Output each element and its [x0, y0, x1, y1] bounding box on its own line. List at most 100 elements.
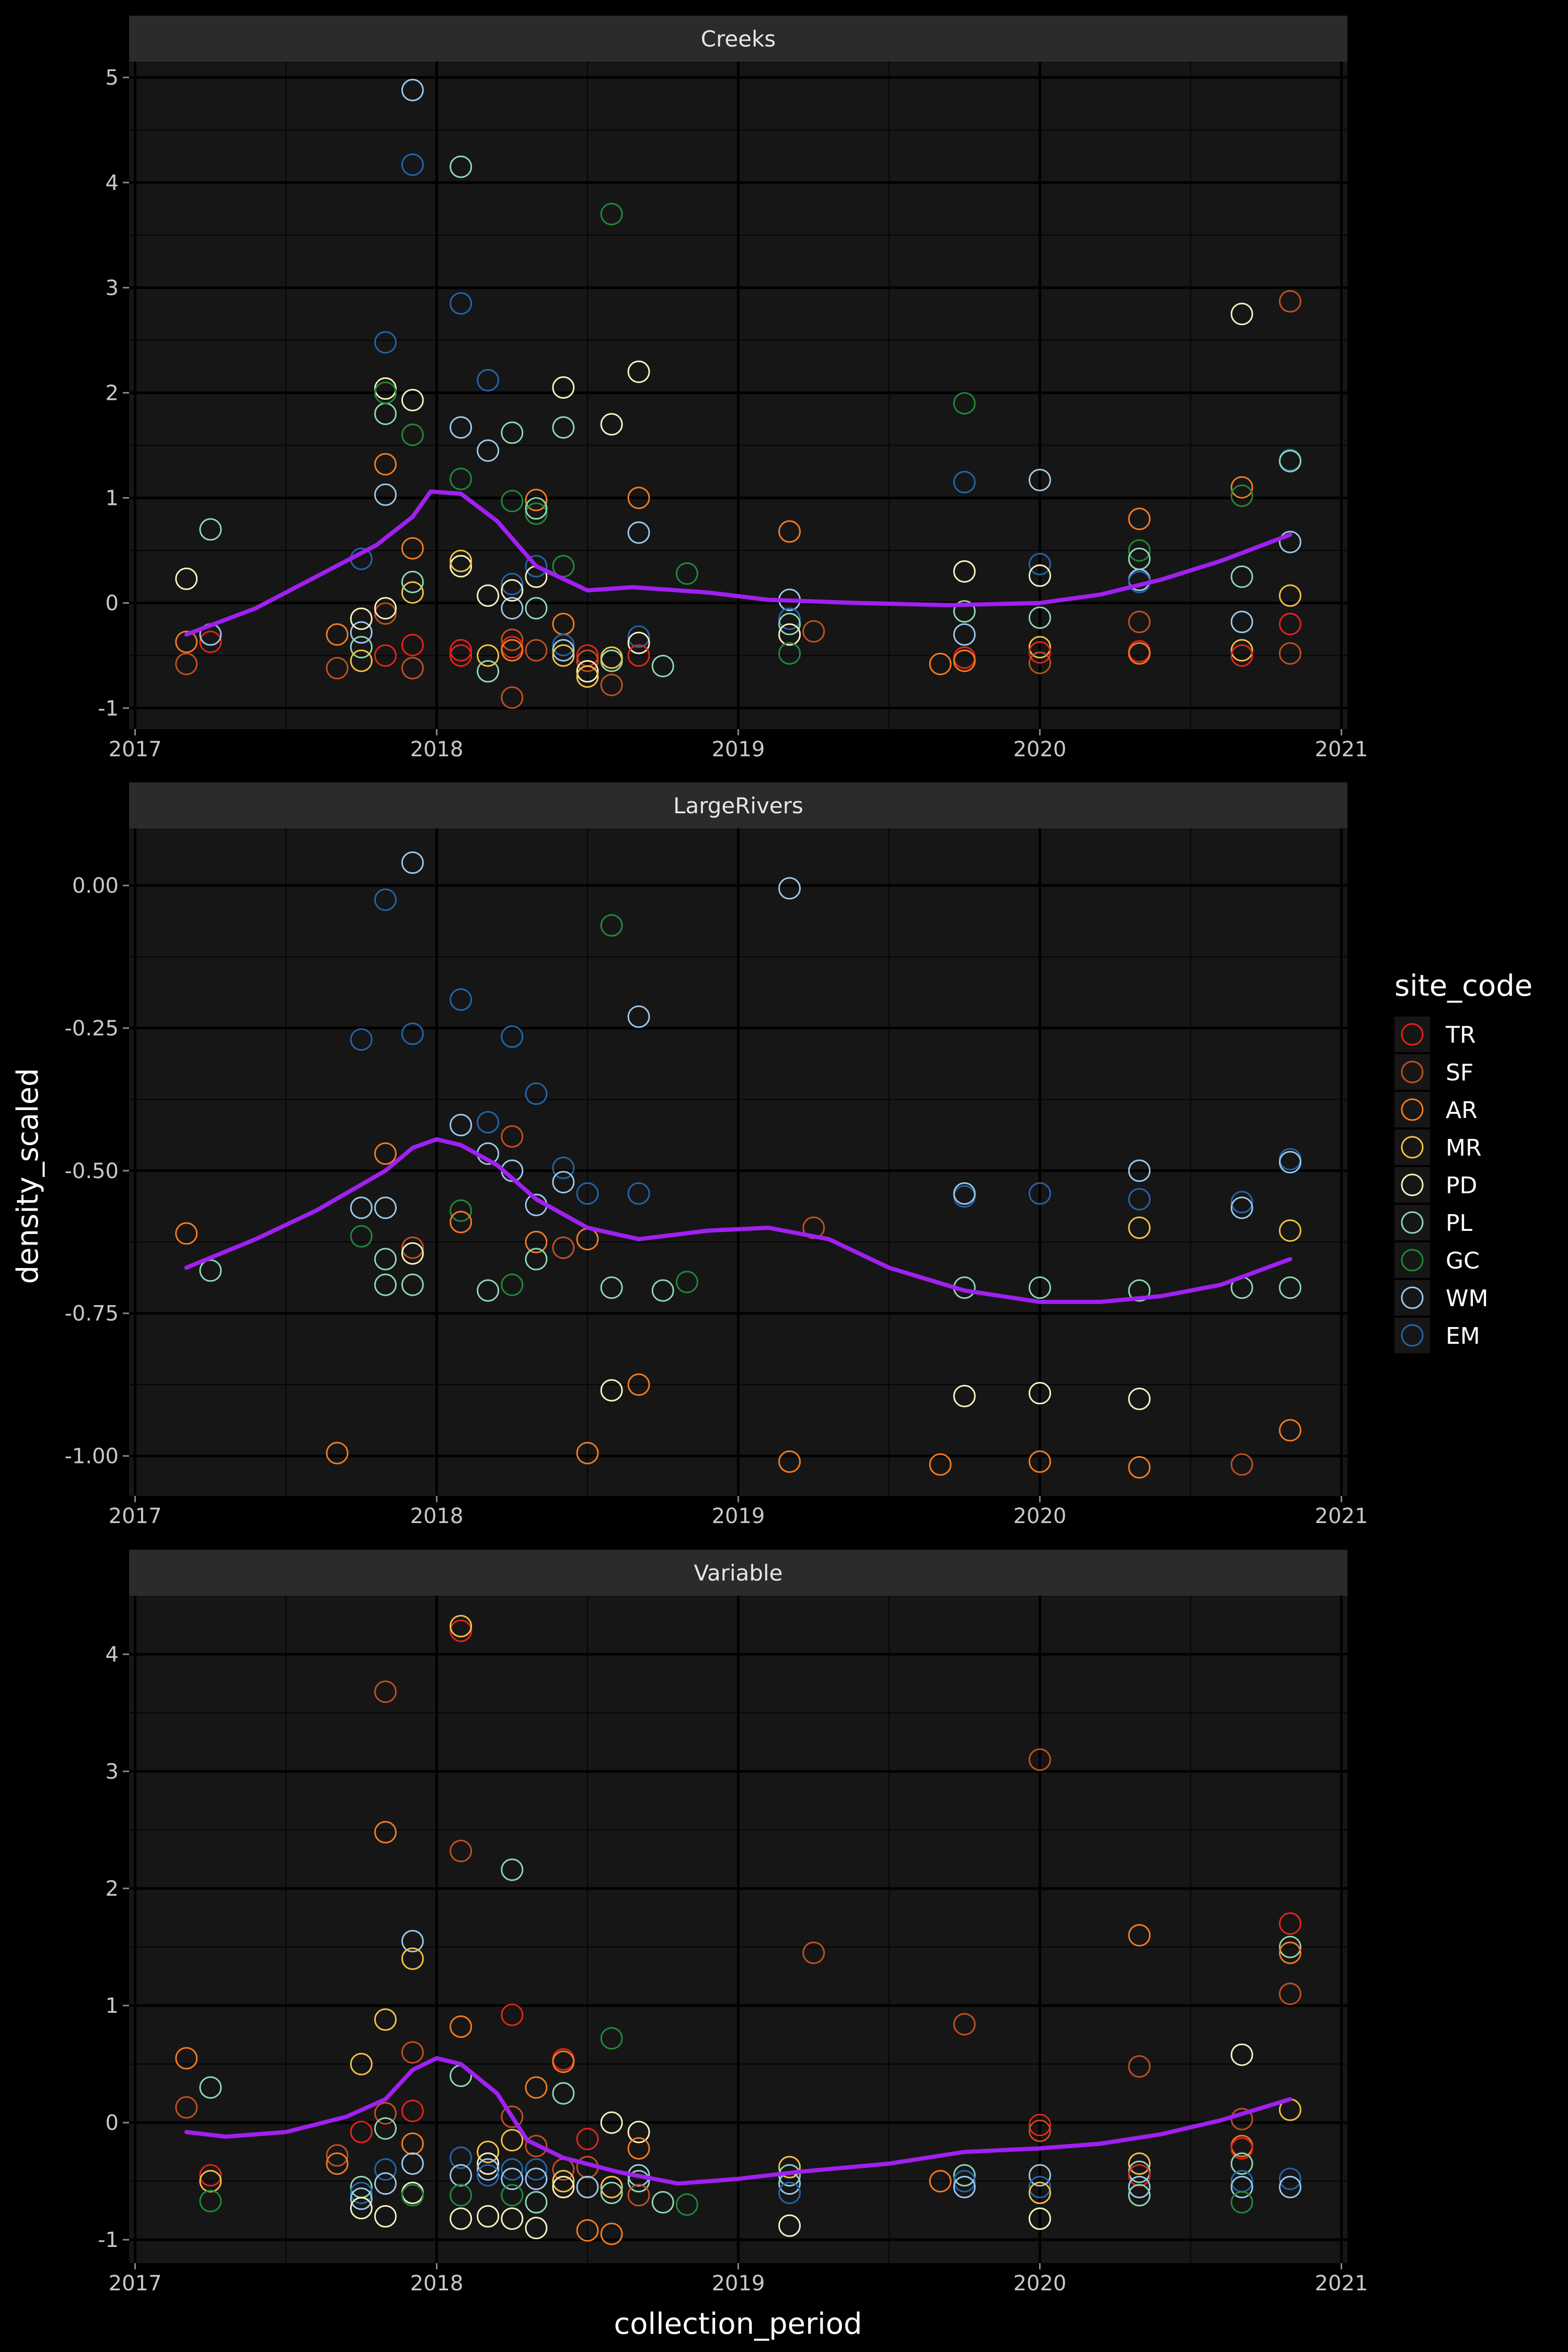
- data-point-sf: [401, 2041, 424, 2064]
- legend-key-background: [1394, 1280, 1430, 1316]
- data-point-pd: [1028, 1382, 1051, 1405]
- data-point-ar: [401, 537, 424, 560]
- data-point-ar: [627, 2137, 650, 2160]
- data-point-ar: [374, 1821, 397, 1844]
- data-point-em: [501, 1025, 524, 1048]
- data-point-tr: [401, 633, 424, 656]
- data-point-pd: [576, 660, 599, 683]
- facet-strip-label: LargeRivers: [673, 793, 803, 818]
- data-point-mr: [374, 2008, 397, 2031]
- data-point-tr: [501, 2003, 524, 2026]
- data-point-ar: [326, 2152, 349, 2175]
- data-point-pl: [651, 1279, 674, 1302]
- data-point-tr: [1028, 2114, 1051, 2137]
- legend-label: TR: [1445, 1022, 1475, 1048]
- x-tick-label: 2019: [712, 1504, 765, 1528]
- y-tick-label: -1: [98, 2228, 119, 2252]
- data-point-pd: [350, 607, 373, 630]
- data-point-mr: [576, 665, 599, 688]
- data-point-wm: [477, 2158, 500, 2181]
- y-tick-label: 1: [106, 1994, 119, 2018]
- data-point-ar: [1278, 1419, 1301, 1442]
- legend-label: AR: [1446, 1097, 1478, 1124]
- data-point-pd: [1230, 303, 1253, 326]
- data-point-ar: [525, 1230, 548, 1253]
- data-points: [175, 851, 1301, 1479]
- data-point-pd: [175, 567, 198, 590]
- data-point-ar: [1128, 642, 1151, 665]
- data-point-sf: [802, 620, 825, 643]
- data-point-gc: [675, 1271, 698, 1294]
- data-point-ar: [627, 487, 650, 510]
- data-point-mr: [1230, 639, 1253, 662]
- y-tick-label: 5: [106, 66, 119, 90]
- data-point-ar: [326, 1442, 349, 1465]
- data-point-gc: [525, 502, 548, 525]
- data-point-pl: [627, 2170, 650, 2193]
- data-point-pl: [1278, 1935, 1301, 1958]
- data-point-pd: [600, 413, 623, 436]
- data-point-pl: [525, 597, 548, 620]
- data-point-gc: [1230, 485, 1253, 508]
- data-point-ar: [552, 2050, 575, 2073]
- data-point-pd: [778, 2214, 801, 2237]
- facet-strip: [129, 1550, 1347, 1596]
- data-point-pl: [1278, 449, 1301, 472]
- legend-key-background: [1394, 1017, 1430, 1052]
- data-point-gc: [1128, 539, 1151, 562]
- data-point-pl: [401, 1273, 424, 1296]
- data-point-wm: [552, 1171, 575, 1194]
- data-point-ar: [627, 1373, 650, 1396]
- data-point-ar: [1128, 1924, 1151, 1947]
- legend-item-wm: WM: [1394, 1280, 1488, 1316]
- data-point-em: [552, 633, 575, 656]
- data-point-mr: [449, 549, 472, 572]
- data-point-pl: [401, 570, 424, 593]
- data-point-em: [374, 888, 397, 911]
- data-point-pl: [1230, 565, 1253, 588]
- data-point-tr: [449, 1619, 472, 1642]
- y-tick-label: 1: [106, 487, 119, 511]
- data-point-pl: [1230, 2152, 1253, 2175]
- y-tick-label: -0.25: [65, 1017, 119, 1041]
- data-point-pd: [627, 360, 650, 383]
- data-point-tr: [576, 2128, 599, 2151]
- data-point-sf: [175, 652, 198, 675]
- data-point-wm: [374, 1196, 397, 1219]
- data-point-gc: [501, 2184, 524, 2207]
- data-point-gc: [600, 203, 623, 226]
- data-point-sf: [1278, 642, 1301, 665]
- data-point-em: [449, 2146, 472, 2169]
- data-point-wm: [552, 639, 575, 662]
- data-point-sf: [576, 649, 599, 672]
- legend-item-tr: TR: [1394, 1017, 1475, 1052]
- legend-label: EM: [1446, 1323, 1480, 1350]
- data-point-mr: [350, 2053, 373, 2076]
- x-tick-label: 2017: [109, 737, 162, 762]
- legend-label: SF: [1446, 1059, 1473, 1086]
- data-point-mr: [401, 581, 424, 604]
- trend-line: [184, 2056, 1293, 2186]
- data-point-sf: [525, 639, 548, 662]
- y-tick-label: -1: [98, 697, 119, 721]
- data-point-wm: [401, 1930, 424, 1953]
- data-point-sf: [953, 2013, 976, 2036]
- data-point-sf: [627, 2184, 650, 2207]
- data-point-mr: [449, 1615, 472, 1638]
- data-point-ar: [1128, 508, 1151, 531]
- data-point-ar: [1230, 476, 1253, 499]
- data-point-pd: [1230, 2043, 1253, 2066]
- data-point-em: [477, 2164, 500, 2187]
- data-point-mr: [600, 646, 623, 669]
- data-point-pd: [627, 631, 650, 654]
- data-point-ar: [1128, 1456, 1151, 1479]
- legend-key-background: [1394, 1167, 1430, 1203]
- data-point-em: [449, 988, 472, 1011]
- legend-label: PL: [1446, 1210, 1473, 1237]
- data-point-pd: [449, 555, 472, 578]
- data-point-pd: [374, 377, 397, 400]
- data-point-gc: [449, 1199, 472, 1222]
- legend-key-background: [1394, 1129, 1430, 1165]
- data-point-em: [778, 607, 801, 630]
- x-tick-label: 2018: [410, 1504, 464, 1528]
